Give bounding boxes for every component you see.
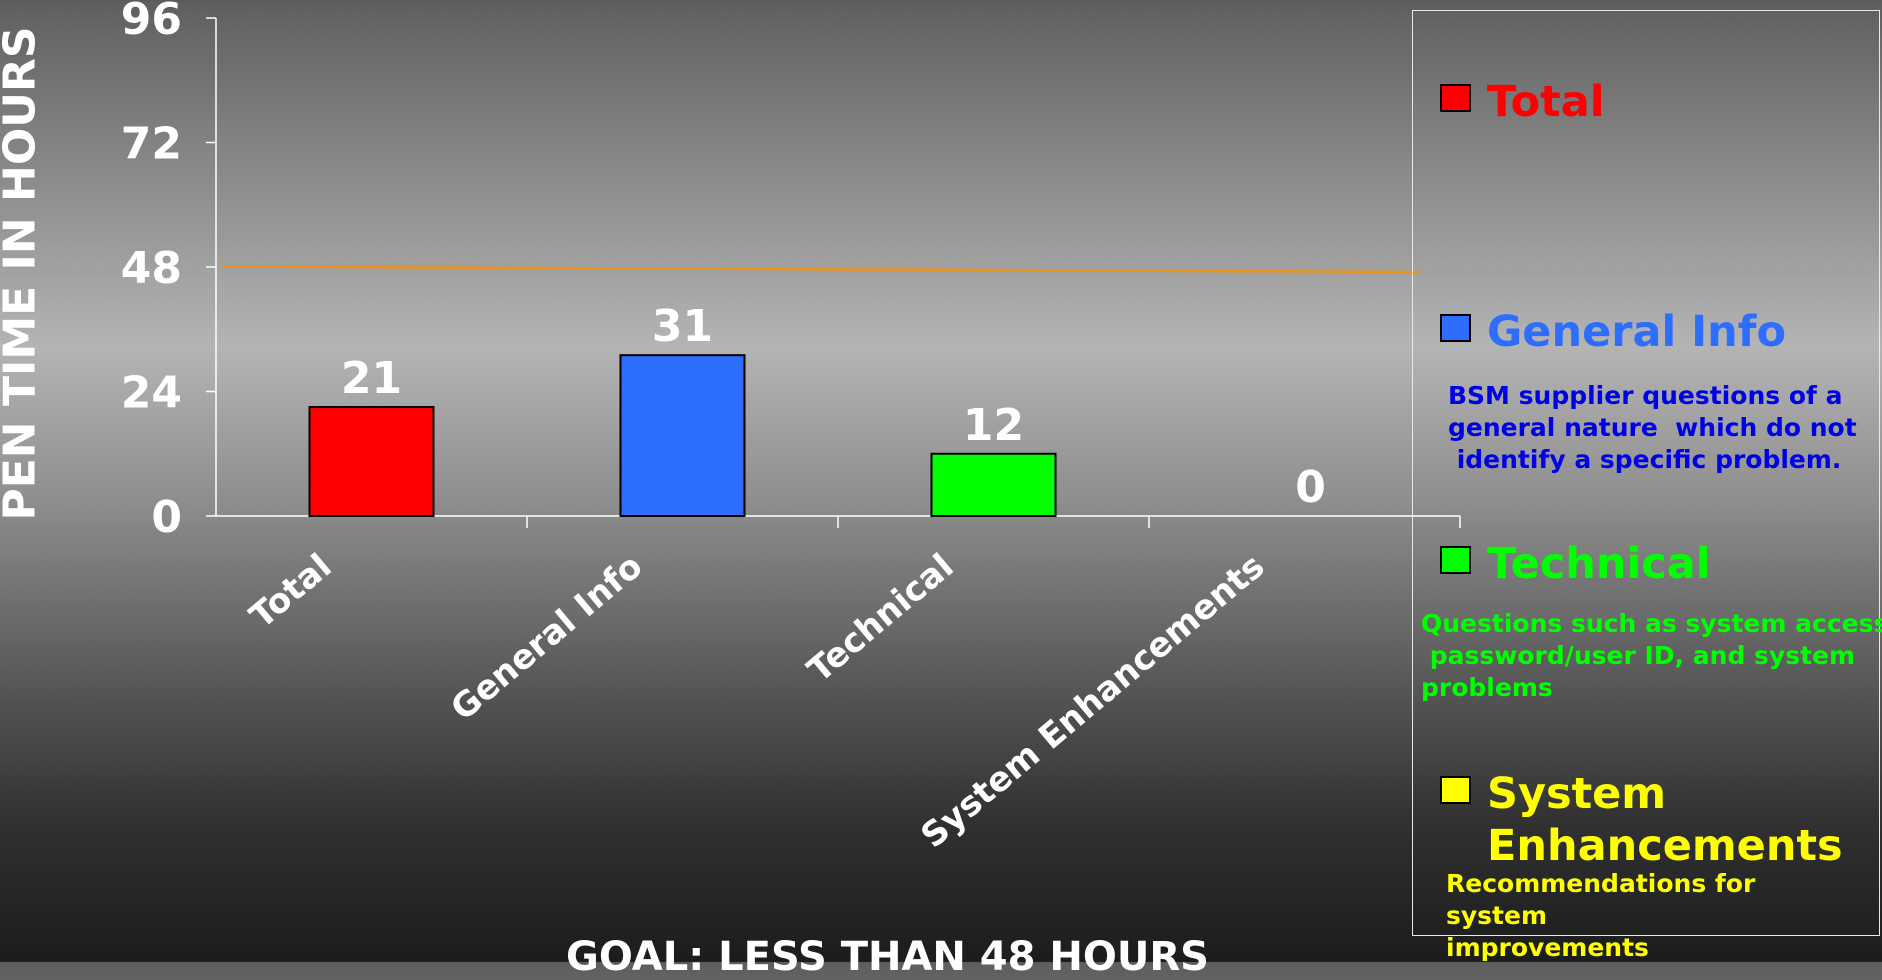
y-tick-label: 24: [121, 368, 182, 419]
data-label-4: 0: [1295, 462, 1326, 513]
category-label-4: System Enhancements: [914, 546, 1273, 856]
legend-entry-technical: Technical: [1440, 538, 1710, 590]
legend-label-system-enhancements: System Enhancements: [1487, 769, 1843, 871]
goal-caption: GOAL: LESS THAN 48 HOURS: [566, 934, 1209, 980]
legend-desc-system-enhancements: Recommendations for system improvements: [1446, 869, 1756, 962]
legend-entry-total: Total: [1440, 76, 1604, 128]
legend-desc-general-info: BSM supplier questions of a general natu…: [1448, 381, 1857, 474]
legend-entry-system-enhancements: System Enhancements: [1440, 768, 1843, 872]
bar-3: [930, 452, 1057, 517]
category-label-3: Technical: [800, 546, 961, 690]
bar-1: [308, 406, 435, 517]
bar-2: [619, 354, 746, 517]
data-label-1: 21: [341, 353, 402, 404]
legend-label-general-info: General Info: [1487, 307, 1787, 357]
category-label-2: General Info: [443, 546, 650, 729]
y-tick-label: 96: [121, 0, 182, 45]
legend-label-technical: Technical: [1487, 539, 1711, 589]
data-label-3: 12: [963, 400, 1024, 451]
legend-label-total: Total: [1487, 77, 1605, 127]
legend-swatch-general-info: [1440, 314, 1471, 342]
data-label-2: 31: [652, 301, 713, 352]
legend-entry-general-info: General Info: [1440, 306, 1786, 358]
legend-desc-technical: Questions such as system access, passwor…: [1421, 609, 1882, 702]
y-tick-label: 72: [121, 119, 182, 170]
legend-swatch-system-enhancements: [1440, 776, 1471, 804]
legend-box: [1412, 10, 1880, 936]
goal-line: [221, 265, 1421, 274]
y-tick-label: 48: [121, 243, 182, 294]
y-tick-label: 0: [151, 492, 182, 543]
y-axis-title: PEN TIME IN HOURS: [0, 26, 46, 521]
legend-swatch-total: [1440, 84, 1471, 112]
category-label-1: Total: [242, 546, 339, 636]
legend-swatch-technical: [1440, 546, 1471, 574]
